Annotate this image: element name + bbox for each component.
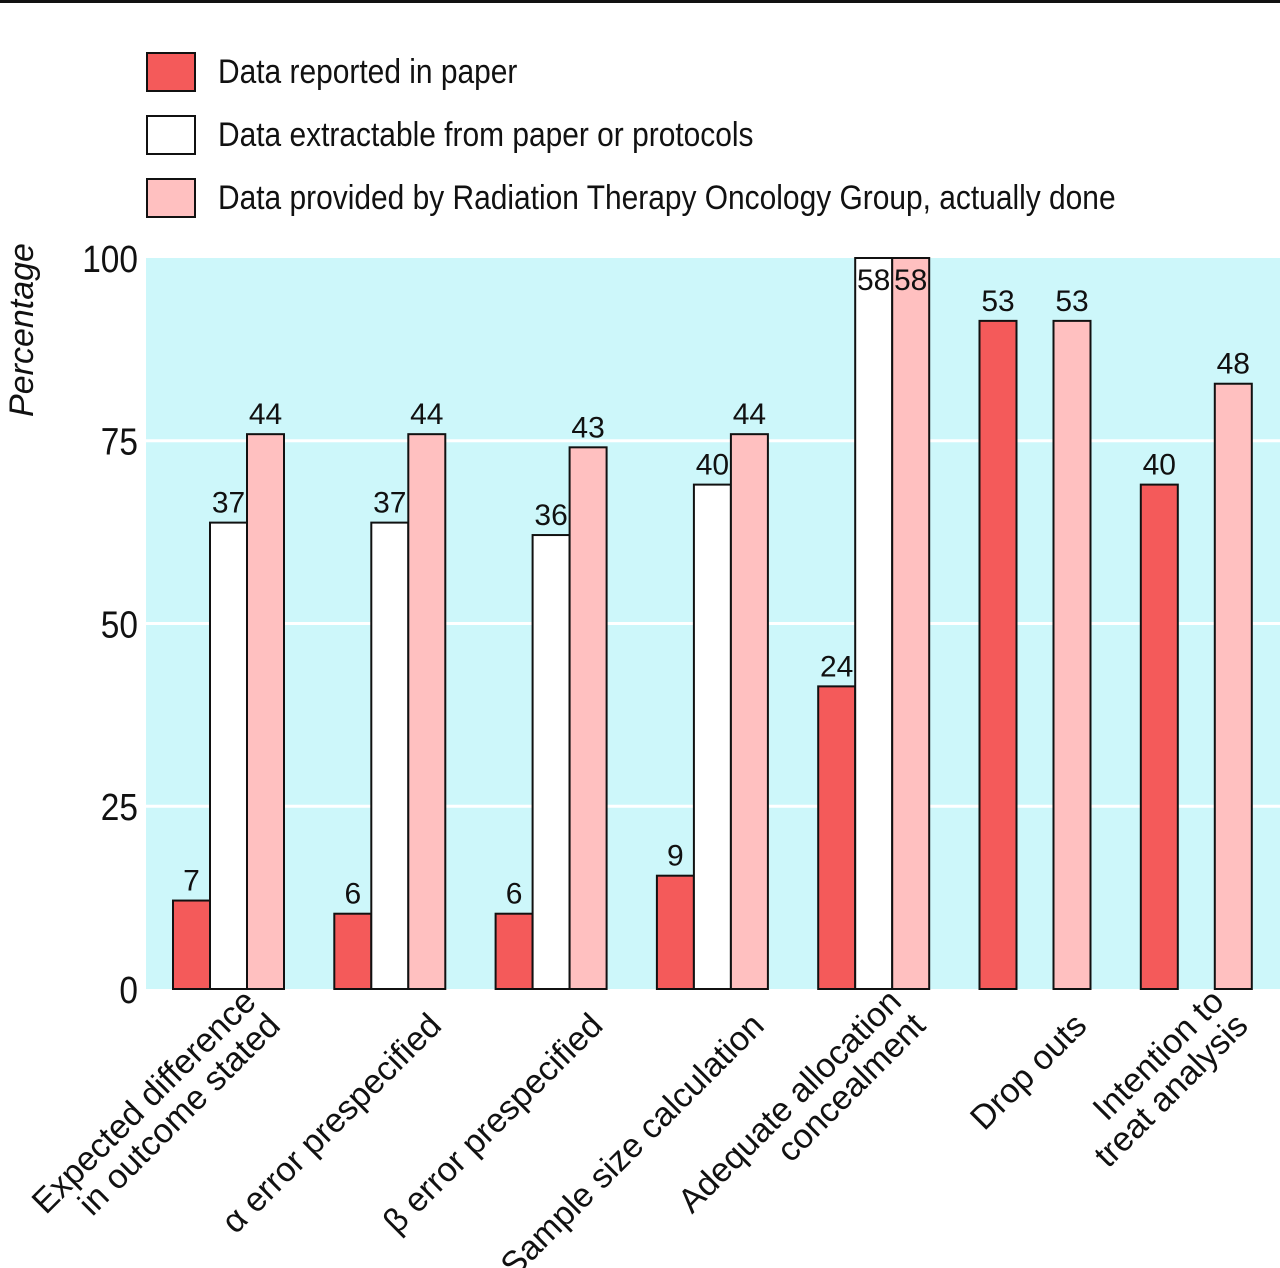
bar bbox=[1213, 382, 1253, 990]
y-tick-label: 25 bbox=[101, 786, 138, 828]
bar bbox=[692, 483, 732, 990]
y-tick-label: 50 bbox=[101, 604, 138, 646]
bar bbox=[333, 912, 373, 990]
legend-label-extractable: Data extractable from paper or protocols bbox=[218, 116, 754, 154]
data-label: 7 bbox=[183, 865, 200, 898]
data-label: 40 bbox=[1143, 449, 1176, 482]
x-tick-label-line: Adequate allocation bbox=[671, 982, 909, 1220]
data-label: 6 bbox=[506, 878, 523, 911]
data-label: 44 bbox=[410, 398, 443, 431]
data-label: 43 bbox=[571, 411, 604, 444]
data-label: 48 bbox=[1217, 348, 1250, 381]
bar bbox=[568, 446, 608, 991]
bars bbox=[172, 257, 1253, 991]
bar bbox=[209, 521, 248, 990]
y-tick-label: 100 bbox=[82, 238, 138, 280]
legend-item-reported: Data reported in paper bbox=[146, 50, 1276, 94]
bar bbox=[891, 257, 931, 990]
bar bbox=[978, 319, 1018, 990]
data-label: 24 bbox=[820, 650, 853, 683]
data-label: 36 bbox=[534, 499, 567, 532]
y-axis-title: Percentage bbox=[3, 243, 41, 417]
legend-label-rtog: Data provided by Radiation Therapy Oncol… bbox=[218, 179, 1116, 217]
top-rule bbox=[0, 0, 1280, 3]
bar bbox=[370, 521, 410, 990]
data-label: 37 bbox=[373, 487, 406, 520]
y-tick-label: 75 bbox=[101, 421, 138, 463]
data-label: 9 bbox=[667, 840, 684, 873]
x-tick-label-line: Drop outs bbox=[963, 1006, 1094, 1137]
data-label: 40 bbox=[696, 449, 729, 482]
data-label: 58 bbox=[894, 264, 927, 297]
bar bbox=[407, 433, 447, 990]
bar bbox=[172, 899, 211, 991]
bar bbox=[531, 534, 571, 990]
data-label: 58 bbox=[857, 264, 890, 297]
legend-swatch-rtog bbox=[146, 178, 196, 218]
data-label: 44 bbox=[249, 398, 282, 431]
bar bbox=[1139, 483, 1179, 990]
bar bbox=[729, 433, 769, 990]
legend-label-reported: Data reported in paper bbox=[218, 53, 518, 91]
bar bbox=[817, 685, 857, 991]
legend-swatch-extractable bbox=[146, 115, 196, 155]
legend-item-rtog: Data provided by Radiation Therapy Oncol… bbox=[146, 176, 1276, 220]
data-label: 37 bbox=[212, 487, 245, 520]
x-tick-label: Drop outs bbox=[963, 1006, 1094, 1137]
x-tick-label-line: Expected difference bbox=[25, 982, 264, 1221]
bar bbox=[246, 433, 285, 990]
bar bbox=[494, 912, 534, 990]
data-label: 53 bbox=[981, 285, 1014, 318]
bar bbox=[1052, 319, 1092, 990]
data-label: 6 bbox=[344, 878, 361, 911]
y-tick-label: 0 bbox=[119, 969, 138, 1011]
legend-item-extractable: Data extractable from paper or protocols bbox=[146, 113, 1276, 157]
bar bbox=[854, 257, 894, 990]
data-label: 53 bbox=[1055, 285, 1088, 318]
bar bbox=[655, 874, 695, 991]
data-label: 44 bbox=[733, 398, 766, 431]
legend-swatch-reported bbox=[146, 52, 196, 92]
y-axis: 0 25 50 75 100 bbox=[82, 238, 138, 1011]
